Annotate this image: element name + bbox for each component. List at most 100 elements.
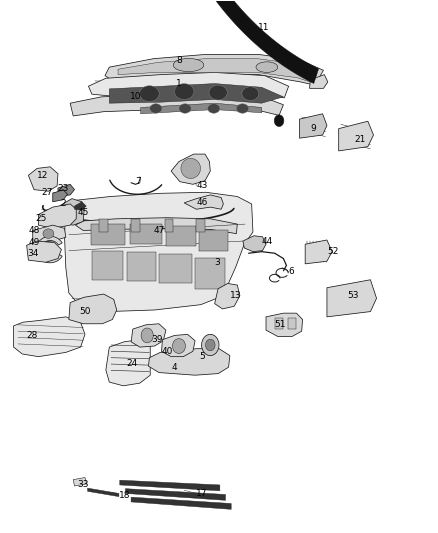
Polygon shape xyxy=(27,241,61,262)
Text: 7: 7 xyxy=(135,177,141,186)
Polygon shape xyxy=(165,219,173,232)
Text: 8: 8 xyxy=(176,56,182,65)
Polygon shape xyxy=(53,190,67,202)
Polygon shape xyxy=(131,219,140,232)
Polygon shape xyxy=(288,318,297,329)
Text: 9: 9 xyxy=(311,124,316,133)
Polygon shape xyxy=(69,294,117,324)
Polygon shape xyxy=(275,318,283,329)
Polygon shape xyxy=(58,184,74,197)
Polygon shape xyxy=(64,192,253,312)
Text: 6: 6 xyxy=(289,268,294,276)
Polygon shape xyxy=(73,478,87,486)
Text: 46: 46 xyxy=(196,198,208,207)
Polygon shape xyxy=(243,236,266,252)
Text: 17: 17 xyxy=(196,489,208,498)
Text: 24: 24 xyxy=(127,359,138,367)
Polygon shape xyxy=(99,219,108,232)
Text: 5: 5 xyxy=(199,352,205,361)
Polygon shape xyxy=(120,480,220,491)
Polygon shape xyxy=(39,204,76,228)
Text: 50: 50 xyxy=(79,307,90,316)
Text: 4: 4 xyxy=(171,363,177,372)
Text: 33: 33 xyxy=(78,480,89,489)
Polygon shape xyxy=(305,240,332,264)
Text: 51: 51 xyxy=(275,320,286,329)
Text: 12: 12 xyxy=(37,171,48,180)
Text: 49: 49 xyxy=(28,238,40,247)
Polygon shape xyxy=(88,488,119,497)
Text: 11: 11 xyxy=(258,23,270,33)
Polygon shape xyxy=(14,317,85,357)
Polygon shape xyxy=(148,349,230,375)
Polygon shape xyxy=(106,340,150,386)
Ellipse shape xyxy=(141,328,153,343)
Polygon shape xyxy=(36,236,62,263)
Text: 43: 43 xyxy=(196,181,208,190)
Polygon shape xyxy=(125,489,226,500)
Text: 21: 21 xyxy=(354,135,365,144)
Text: 18: 18 xyxy=(119,491,131,500)
Polygon shape xyxy=(310,75,328,88)
Text: 44: 44 xyxy=(261,237,273,246)
Polygon shape xyxy=(130,224,162,244)
Polygon shape xyxy=(33,225,66,243)
Polygon shape xyxy=(171,154,210,184)
Ellipse shape xyxy=(150,104,162,114)
Ellipse shape xyxy=(181,158,201,179)
Polygon shape xyxy=(105,54,323,85)
Polygon shape xyxy=(131,324,166,347)
Polygon shape xyxy=(159,254,191,284)
Text: 48: 48 xyxy=(28,226,40,235)
Polygon shape xyxy=(196,219,205,232)
Text: 39: 39 xyxy=(152,335,163,344)
Ellipse shape xyxy=(237,104,249,114)
Polygon shape xyxy=(110,84,283,103)
Polygon shape xyxy=(88,72,289,98)
Text: 2: 2 xyxy=(60,199,66,208)
Polygon shape xyxy=(184,195,223,209)
Polygon shape xyxy=(74,202,86,211)
Polygon shape xyxy=(158,0,319,84)
Polygon shape xyxy=(92,251,123,280)
Polygon shape xyxy=(118,59,317,82)
Polygon shape xyxy=(199,230,228,251)
Polygon shape xyxy=(339,121,374,151)
Text: 13: 13 xyxy=(230,291,241,300)
Text: 1: 1 xyxy=(176,79,182,88)
Ellipse shape xyxy=(242,87,259,101)
Polygon shape xyxy=(300,114,327,138)
Ellipse shape xyxy=(208,104,220,114)
Polygon shape xyxy=(166,226,196,246)
Polygon shape xyxy=(162,334,195,357)
Polygon shape xyxy=(91,224,125,245)
Polygon shape xyxy=(141,103,261,114)
Text: 28: 28 xyxy=(27,331,38,340)
Ellipse shape xyxy=(174,84,194,100)
Polygon shape xyxy=(70,93,283,116)
Text: 47: 47 xyxy=(154,226,165,235)
Ellipse shape xyxy=(256,62,278,72)
Text: 23: 23 xyxy=(57,183,69,192)
Text: 34: 34 xyxy=(27,249,39,258)
Text: 10: 10 xyxy=(130,92,141,101)
Ellipse shape xyxy=(209,85,227,100)
Polygon shape xyxy=(127,252,156,281)
Ellipse shape xyxy=(140,86,159,102)
Text: 3: 3 xyxy=(215,258,220,266)
Polygon shape xyxy=(60,199,84,225)
Polygon shape xyxy=(327,280,377,317)
Ellipse shape xyxy=(43,229,54,238)
Text: 40: 40 xyxy=(162,347,173,356)
Ellipse shape xyxy=(201,334,219,356)
Text: 25: 25 xyxy=(36,214,47,223)
Text: 27: 27 xyxy=(41,188,53,197)
Polygon shape xyxy=(195,258,225,289)
Ellipse shape xyxy=(274,115,284,126)
Polygon shape xyxy=(28,167,58,191)
Text: 53: 53 xyxy=(347,291,359,300)
Text: 52: 52 xyxy=(327,247,338,256)
Ellipse shape xyxy=(173,338,185,353)
Ellipse shape xyxy=(179,104,191,114)
Polygon shape xyxy=(215,284,240,309)
